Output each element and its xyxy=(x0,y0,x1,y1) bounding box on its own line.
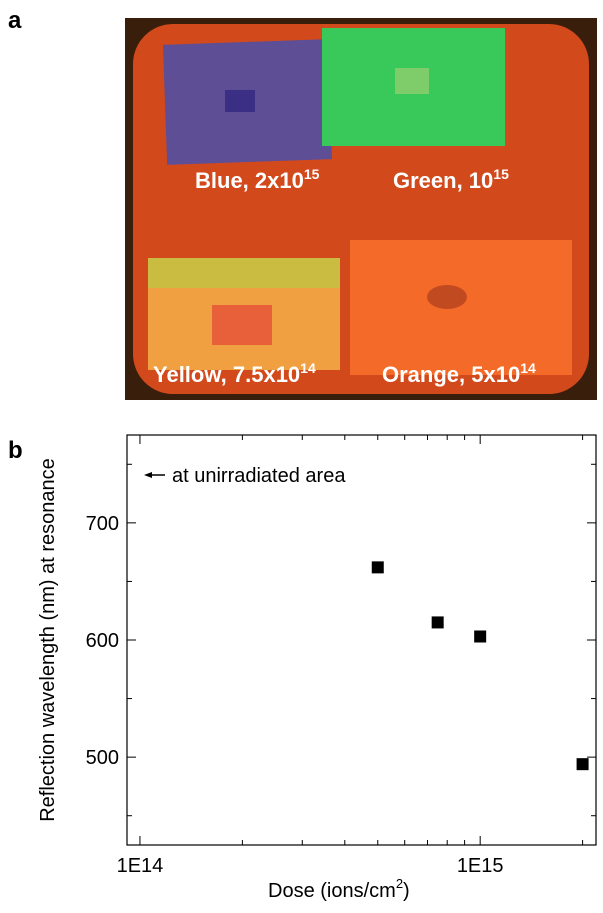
photo xyxy=(125,18,597,400)
label-text: Orange, 5x10 xyxy=(382,362,520,387)
label-sup: 14 xyxy=(520,360,536,376)
point xyxy=(371,561,384,574)
point xyxy=(576,758,589,771)
orange-center xyxy=(427,285,467,309)
photo-label: Yellow, 7.5x1014 xyxy=(153,360,316,387)
yellow-center xyxy=(212,305,272,345)
y-tick-label: 600 xyxy=(86,630,119,652)
photo-label: Blue, 2x1015 xyxy=(195,166,320,193)
label-sup: 14 xyxy=(300,360,316,376)
label-sup: 15 xyxy=(493,166,509,182)
yellow-top xyxy=(148,258,340,288)
photo-label: Orange, 5x1014 xyxy=(382,360,536,387)
x-axis-label: Dose (ions/cm2) xyxy=(268,876,410,902)
blue-center xyxy=(225,90,255,112)
panel-label: a xyxy=(8,7,22,34)
x-tick-label: 1E15 xyxy=(457,855,504,877)
point xyxy=(474,630,487,643)
label-text: Yellow, 7.5x10 xyxy=(153,362,300,387)
panel-label: b xyxy=(8,437,23,464)
point xyxy=(431,616,444,629)
plot-frame xyxy=(126,434,597,846)
x-label-end: ) xyxy=(403,880,410,902)
y-tick-label: 700 xyxy=(86,513,119,535)
label-text: Green, 10 xyxy=(393,168,493,193)
annotation-arrowhead xyxy=(144,472,152,478)
orange-area xyxy=(350,240,572,375)
x-label-sup: 2 xyxy=(396,876,403,891)
photo-label: Green, 1015 xyxy=(393,166,509,193)
green-center xyxy=(395,68,429,94)
x-label-text: Dose (ions/cm xyxy=(268,880,396,902)
x-tick-label: 1E14 xyxy=(117,855,164,877)
label-sup: 15 xyxy=(304,166,320,182)
y-axis-label: Reflection wavelength (nm) at resonance xyxy=(37,458,59,822)
annotation: at unirradiated area xyxy=(172,465,346,487)
label-text: Blue, 2x10 xyxy=(195,168,304,193)
y-tick-label: 500 xyxy=(86,747,119,769)
